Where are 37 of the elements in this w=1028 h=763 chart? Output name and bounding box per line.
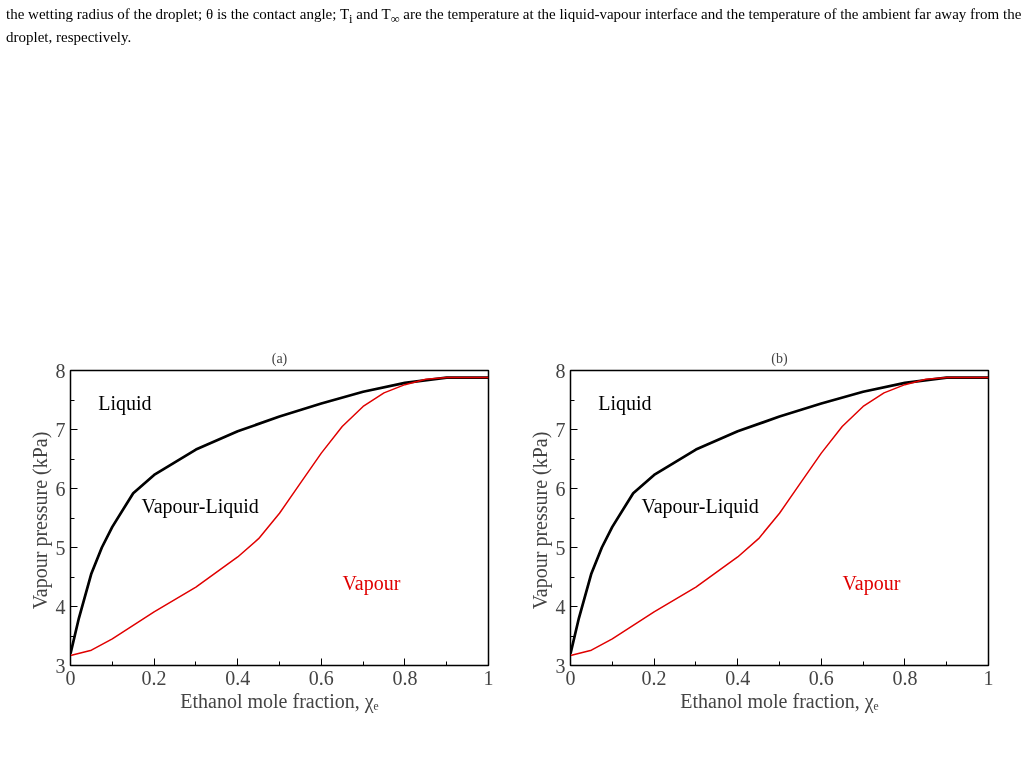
text: the wetting radius of the droplet; θ is the contact angle; T$_{i}$ and T$_{∞}$ are the temperature at the liquid-vapour interface and the temperature of the ambient far away from the droplet, respectively. <box>6 6 1022 45</box>
chart-title: (a) <box>271 350 288 367</box>
x-tick-label: 1 <box>483 666 494 689</box>
y-tick-label: 8 <box>55 359 66 382</box>
annotation: Vapour-Liquid <box>641 495 759 519</box>
y-tick-label: 5 <box>555 536 566 559</box>
y-tick-label: 7 <box>55 418 66 441</box>
x-tick-label: 0.6 <box>808 666 834 689</box>
annotation: Vapour-Liquid <box>141 495 259 519</box>
annotation: Liquid <box>98 391 152 415</box>
y-tick-label: 6 <box>55 477 66 500</box>
y-tick-label: 7 <box>555 418 566 441</box>
x-tick-label: 0 <box>65 666 76 689</box>
x-tick-label: 0.4 <box>725 666 751 689</box>
y-tick-label: 4 <box>555 595 566 618</box>
x-tick-label: 1 <box>983 666 994 689</box>
x-tick-label: 0.2 <box>141 666 167 689</box>
y-axis-title: Vapour pressure (kPa) <box>528 431 552 610</box>
x-tick-label: 0.6 <box>308 666 334 689</box>
x-tick-label: 0.8 <box>392 666 418 689</box>
x-tick-label: 0.4 <box>225 666 251 689</box>
y-tick-label: 3 <box>555 654 566 677</box>
text: Vapour <box>342 571 401 595</box>
y-tick-label: 5 <box>55 536 66 559</box>
y-tick-label: 6 <box>555 477 566 500</box>
y-tick-label: 8 <box>555 359 566 382</box>
x-tick-label: 0.2 <box>641 666 667 689</box>
annotation: Liquid <box>598 391 652 415</box>
y-tick-label: 3 <box>55 654 66 677</box>
y-axis-title: Vapour pressure (kPa) <box>28 431 52 610</box>
x-tick-label: 0.8 <box>892 666 918 689</box>
y-tick-label: 4 <box>55 595 66 618</box>
x-tick-label: 0 <box>565 666 576 689</box>
text: Vapour <box>842 571 901 595</box>
x-axis-title: Ethanol mole fraction, χₑ <box>680 689 879 713</box>
x-axis-title: Ethanol mole fraction, χₑ <box>180 689 379 713</box>
chart-title: (b) <box>771 350 788 367</box>
